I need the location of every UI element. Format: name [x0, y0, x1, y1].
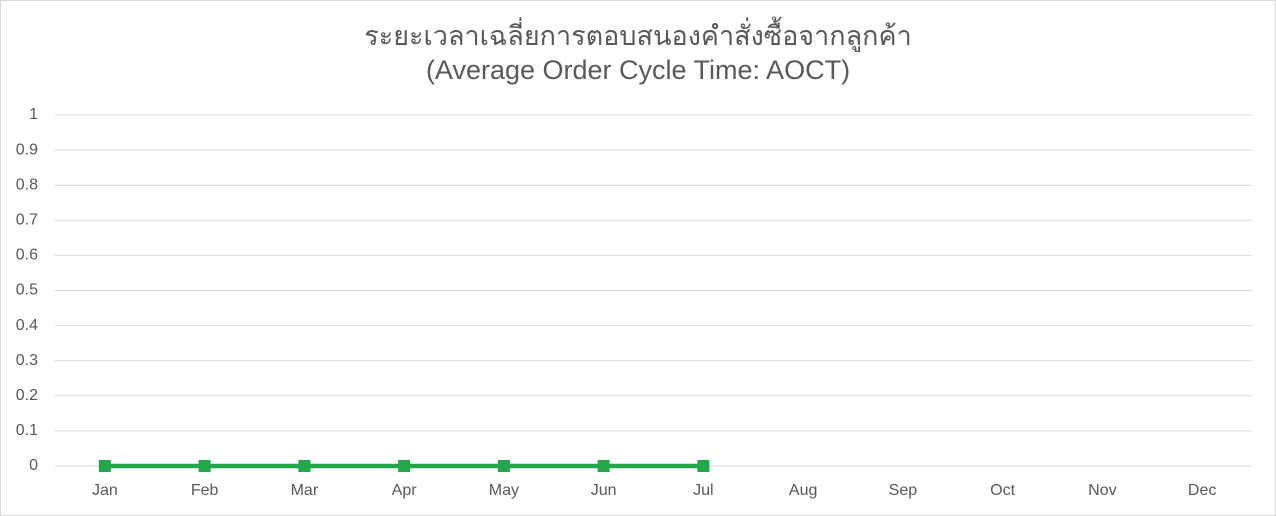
x-tick-label: Mar: [291, 482, 319, 499]
point-marker: [98, 460, 111, 472]
y-tick-label: 0.2: [16, 387, 38, 404]
y-tick-label: 0.4: [16, 317, 38, 334]
x-tick-label: Feb: [191, 482, 219, 499]
x-tick-label: Sep: [889, 482, 918, 499]
x-tick-label: Oct: [990, 482, 1015, 499]
y-tick-label: 1: [29, 106, 38, 123]
y-tick-label: 0.5: [16, 282, 38, 299]
y-tick-label: 0.3: [16, 352, 38, 369]
point-marker: [697, 460, 710, 472]
y-tick-label: 0.8: [16, 176, 38, 193]
y-tick-label: 0.9: [16, 141, 38, 158]
y-tick-label: 0: [29, 457, 38, 474]
x-tick-label: Nov: [1088, 482, 1116, 499]
point-marker: [298, 460, 311, 472]
x-tick-label: Jun: [591, 482, 617, 499]
y-tick-label: 0.7: [16, 212, 38, 229]
x-tick-label: Apr: [392, 482, 418, 499]
x-tick-label: Aug: [789, 482, 817, 499]
x-tick-label: May: [489, 482, 519, 499]
chart-subtitle: (Average Order Cycle Time: AOCT): [426, 55, 850, 85]
x-tick-label: Jul: [693, 482, 713, 499]
x-tick-label: Dec: [1188, 482, 1216, 499]
point-marker: [398, 460, 411, 472]
point-marker: [597, 460, 610, 472]
point-marker: [198, 460, 211, 472]
y-tick-label: 0.1: [16, 422, 38, 439]
x-tick-label: Jan: [92, 482, 118, 499]
point-marker: [497, 460, 510, 472]
y-tick-label: 0.6: [16, 247, 38, 264]
chart-title: ระยะเวลาเฉลี่ยการตอบสนองคำสั่งซื้อจากลูก…: [364, 16, 912, 52]
